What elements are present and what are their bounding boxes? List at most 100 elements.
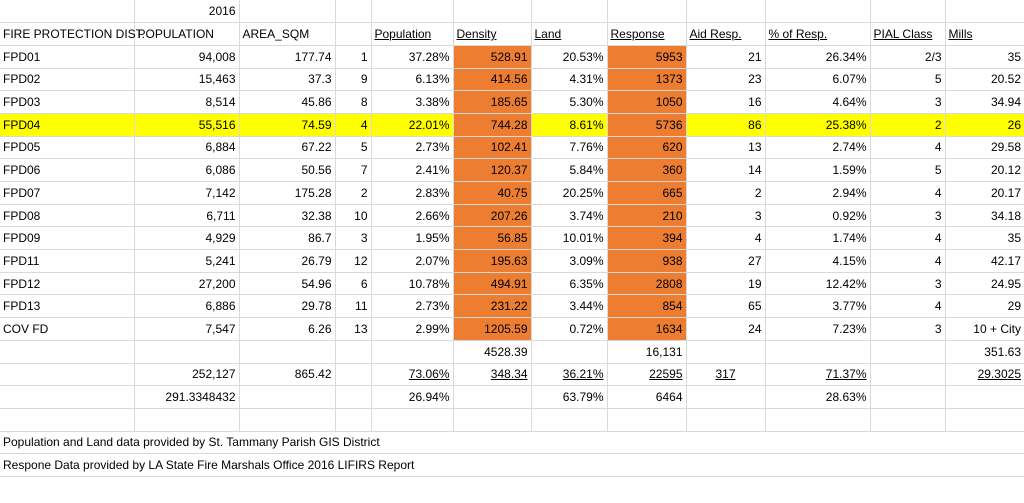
land-cell[interactable]: 20.25%	[531, 181, 608, 205]
aid-resp-cell[interactable]: 21	[686, 45, 766, 69]
rank-cell[interactable]: 9	[335, 68, 372, 92]
area-cell[interactable]: 67.22	[239, 136, 336, 160]
cell[interactable]	[531, 340, 608, 364]
response-cell[interactable]: 1634	[607, 317, 687, 341]
cell[interactable]	[371, 408, 454, 432]
pial-class-cell[interactable]: 3	[870, 272, 946, 296]
header-pct-resp[interactable]: % of Resp.	[765, 22, 871, 46]
cell[interactable]	[134, 340, 240, 364]
pial-class-cell[interactable]: 2/3	[870, 45, 946, 69]
cell[interactable]	[0, 363, 135, 387]
response-cell[interactable]: 360	[607, 158, 687, 182]
response-cell[interactable]: 665	[607, 181, 687, 205]
cell[interactable]	[239, 0, 336, 24]
area-cell[interactable]: 50.56	[239, 158, 336, 182]
population-cell[interactable]: 6,884	[134, 136, 240, 160]
cell[interactable]	[335, 0, 372, 24]
pct-resp-cell[interactable]: 3.77%	[765, 294, 871, 319]
density-cell[interactable]: 195.63	[453, 249, 532, 273]
cell[interactable]	[0, 385, 135, 409]
population-cell[interactable]: 8,514	[134, 90, 240, 114]
cell[interactable]	[686, 340, 766, 364]
pct-pop-cell[interactable]: 3.38%	[371, 90, 454, 114]
population-cell[interactable]: 55,516	[134, 113, 240, 137]
cell[interactable]	[531, 0, 608, 24]
aid-resp-cell[interactable]: 13	[686, 136, 766, 160]
header-response[interactable]: Response	[607, 22, 687, 46]
rank-cell[interactable]: 12	[335, 249, 372, 273]
district-cell[interactable]: FPD12	[0, 272, 135, 296]
mills-cell[interactable]: 20.12	[945, 158, 1024, 182]
cell[interactable]	[335, 363, 372, 387]
area-cell[interactable]: 37.3	[239, 68, 336, 92]
pct-resp-cell[interactable]: 25.38%	[765, 113, 871, 137]
cell[interactable]	[335, 385, 372, 409]
area-cell[interactable]: 86.7	[239, 226, 336, 251]
aid-resp-cell[interactable]: 2	[686, 181, 766, 205]
aid-resp-cell[interactable]: 19	[686, 272, 766, 296]
header-pial-class[interactable]: PIAL Class	[870, 22, 946, 46]
response-cell[interactable]: 620	[607, 136, 687, 160]
response-cell[interactable]: 210	[607, 204, 687, 228]
density-cell[interactable]: 1205.59	[453, 317, 532, 341]
pial-class-cell[interactable]: 5	[870, 68, 946, 92]
source-note-land[interactable]: Population and Land data provided by St.…	[0, 431, 1024, 455]
source-note-response[interactable]: Respone Data provided by LA State Fire M…	[0, 453, 1024, 477]
area-cell[interactable]: 45.86	[239, 90, 336, 114]
rank-cell[interactable]: 11	[335, 294, 372, 319]
header-district[interactable]: FIRE PROTECTION DIST.	[0, 22, 145, 46]
density-cell[interactable]: 528.91	[453, 45, 532, 69]
land-cell[interactable]: 20.53%	[531, 45, 608, 69]
pct-pop-cell[interactable]: 2.73%	[371, 136, 454, 160]
rank-cell[interactable]: 13	[335, 317, 372, 341]
response-cell[interactable]: 2808	[607, 272, 687, 296]
response-cell[interactable]: 854	[607, 294, 687, 319]
pct-resp-cell[interactable]: 26.34%	[765, 45, 871, 69]
cell[interactable]	[453, 408, 532, 432]
header-population[interactable]: POPULATION	[134, 22, 240, 46]
cell[interactable]	[607, 0, 687, 24]
area-cell[interactable]: 74.59	[239, 113, 336, 137]
district-cell[interactable]: FPD02	[0, 68, 135, 92]
aid-resp-cell[interactable]: 16	[686, 90, 766, 114]
response-cell[interactable]: 394	[607, 226, 687, 251]
population-cell[interactable]: 5,241	[134, 249, 240, 273]
district-cell[interactable]: FPD09	[0, 226, 135, 251]
pct-resp-cell[interactable]: 2.74%	[765, 136, 871, 160]
density-cell[interactable]: 40.75	[453, 181, 532, 205]
pial-class-cell[interactable]: 4	[870, 136, 946, 160]
mills-cell[interactable]: 20.52	[945, 68, 1024, 92]
pct-resp-cell[interactable]: 7.23%	[765, 317, 871, 341]
total-response-cell[interactable]: 22595	[607, 363, 687, 387]
cell[interactable]	[239, 340, 336, 364]
aid-resp-cell[interactable]: 65	[686, 294, 766, 319]
other-land-cell[interactable]: 63.79%	[531, 385, 608, 409]
land-cell[interactable]: 5.84%	[531, 158, 608, 182]
land-cell[interactable]: 7.76%	[531, 136, 608, 160]
rank-cell[interactable]: 1	[335, 45, 372, 69]
area-cell[interactable]: 54.96	[239, 272, 336, 296]
pial-class-cell[interactable]: 3	[870, 204, 946, 228]
cell[interactable]	[945, 408, 1024, 432]
cell[interactable]	[531, 408, 608, 432]
pct-pop-cell[interactable]: 2.66%	[371, 204, 454, 228]
pct-resp-cell[interactable]: 12.42%	[765, 272, 871, 296]
total-land-cell[interactable]: 36.21%	[531, 363, 608, 387]
pial-class-cell[interactable]: 4	[870, 226, 946, 251]
mills-cell[interactable]: 24.95	[945, 272, 1024, 296]
cell[interactable]	[371, 340, 454, 364]
population-cell[interactable]: 7,142	[134, 181, 240, 205]
cell[interactable]	[765, 340, 871, 364]
density-cell[interactable]: 744.28	[453, 113, 532, 137]
mills-cell[interactable]: 34.94	[945, 90, 1024, 114]
district-cell[interactable]: FPD11	[0, 249, 135, 273]
district-cell[interactable]: FPD03	[0, 90, 135, 114]
pct-pop-cell[interactable]: 2.73%	[371, 294, 454, 319]
cell[interactable]	[239, 408, 336, 432]
total-aid-cell[interactable]: 317	[686, 363, 766, 387]
pct-pop-cell[interactable]: 37.28%	[371, 45, 454, 69]
total-mills-cell[interactable]: 29.3025	[945, 363, 1024, 387]
cell[interactable]	[870, 340, 946, 364]
pial-class-cell[interactable]: 3	[870, 90, 946, 114]
district-cell[interactable]: FPD08	[0, 204, 135, 228]
